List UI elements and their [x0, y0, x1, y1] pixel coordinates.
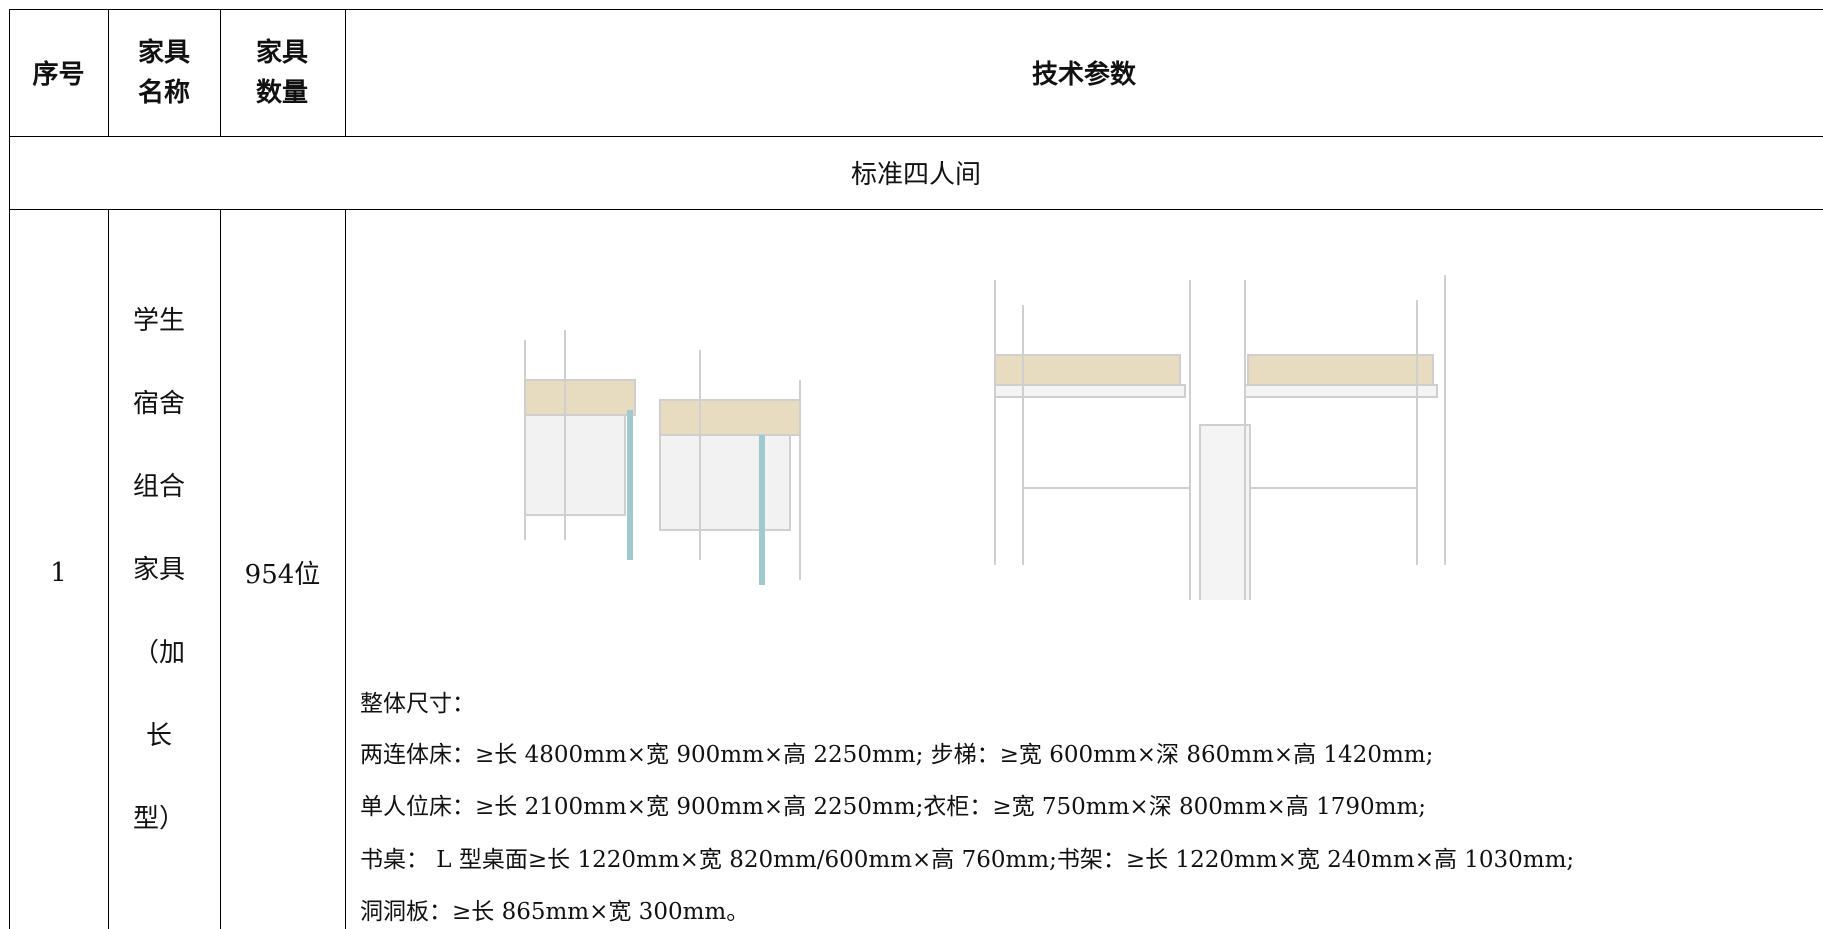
border [345, 209, 346, 929]
spec-line: 书桌： L 型桌面≥长 1220mm×宽 820mm/600mm×高 760mm… [360, 847, 1575, 873]
row-name: 学生宿舍组合家具（加长型） [132, 305, 185, 834]
header-cell: 家具数量 [255, 37, 308, 108]
spec-line: 洞洞板：≥长 865mm×宽 300mm。 [360, 899, 750, 925]
header-cell: 家具名称 [138, 37, 191, 108]
spec-line: 单人位床：≥长 2100mm×宽 900mm×高 2250mm;衣柜：≥宽 75… [360, 794, 1427, 820]
border [9, 136, 1823, 137]
border [9, 9, 10, 929]
border [220, 9, 221, 136]
border [220, 209, 221, 929]
product-images [524, 275, 1446, 600]
border [9, 209, 1823, 210]
border [108, 209, 109, 929]
spec-line: 整体尺寸： [360, 691, 475, 717]
row-quantity: 954位 [244, 560, 321, 590]
border [108, 9, 109, 136]
row-number: 1 [50, 557, 67, 588]
border [9, 9, 1823, 10]
border [345, 9, 346, 136]
header-cell: 技术参数 [1031, 60, 1136, 90]
spec-line: 两连体床：≥长 4800mm×宽 900mm×高 2250mm; 步梯：≥宽 6… [360, 742, 1434, 768]
header-cell: 序号 [32, 60, 85, 90]
section-title: 标准四人间 [850, 160, 981, 190]
